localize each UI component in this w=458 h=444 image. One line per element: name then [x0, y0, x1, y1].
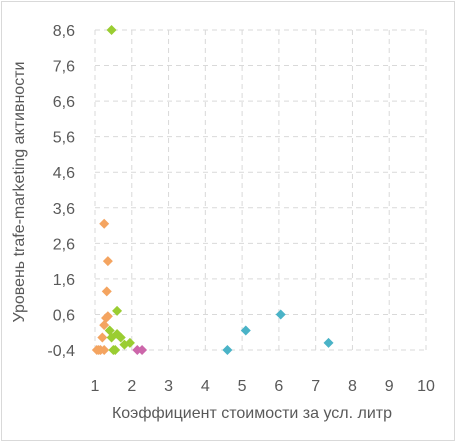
data-point-marker [99, 320, 110, 331]
y-tick-label: 1,6 [53, 272, 75, 289]
data-point-marker [137, 345, 148, 355]
x-tick-label: 2 [127, 378, 136, 395]
x-axis-ticks: 1 2 3 4 5 6 7 8 9 10 [91, 378, 435, 395]
y-tick-label: 2,6 [53, 236, 75, 253]
y-axis-title: Уровень trafe-marketing активности [11, 62, 28, 323]
data-point-marker [99, 345, 110, 355]
y-tick-label: 8,6 [53, 23, 75, 40]
x-tick-label: 6 [274, 378, 283, 395]
y-tick-label: 0,6 [53, 307, 75, 324]
x-tick-label: 1 [91, 378, 100, 395]
x-tick-label: 5 [238, 378, 247, 395]
data-point-marker [222, 345, 233, 355]
data-point-marker [275, 309, 286, 320]
data-point-marker [106, 25, 117, 35]
x-tick-label: 10 [417, 378, 435, 395]
data-point-marker [99, 218, 110, 229]
y-tick-label: 6,6 [53, 94, 75, 111]
x-tick-label: 4 [201, 378, 210, 395]
x-tick-label: 3 [164, 378, 173, 395]
x-tick-label: 8 [348, 378, 357, 395]
x-axis-title: Коэффициент стоимости за усл. литр [112, 405, 392, 422]
x-tick-label: 9 [385, 378, 394, 395]
data-point-marker [101, 286, 112, 297]
data-point-marker [102, 311, 113, 322]
y-tick-label: 4,6 [53, 165, 75, 182]
grid [94, 29, 427, 351]
data-point-marker [102, 256, 113, 267]
data-point-marker [240, 325, 251, 336]
data-points [91, 25, 334, 355]
data-point-marker [323, 337, 334, 348]
data-point-marker [110, 345, 121, 355]
data-point-marker [115, 332, 126, 343]
data-point-marker [124, 337, 135, 348]
y-tick-label: 5,6 [53, 130, 75, 147]
data-point-marker [112, 305, 123, 316]
y-tick-label: 7,6 [53, 59, 75, 76]
y-axis-ticks: -0,4 0,6 1,6 2,6 3,6 4,6 5,6 6,6 7,6 8,6 [47, 23, 75, 360]
y-tick-label: 3,6 [53, 201, 75, 218]
data-point-marker [97, 332, 108, 343]
y-tick-label: -0,4 [47, 343, 75, 360]
x-tick-label: 7 [311, 378, 320, 395]
data-point-marker [104, 325, 115, 336]
